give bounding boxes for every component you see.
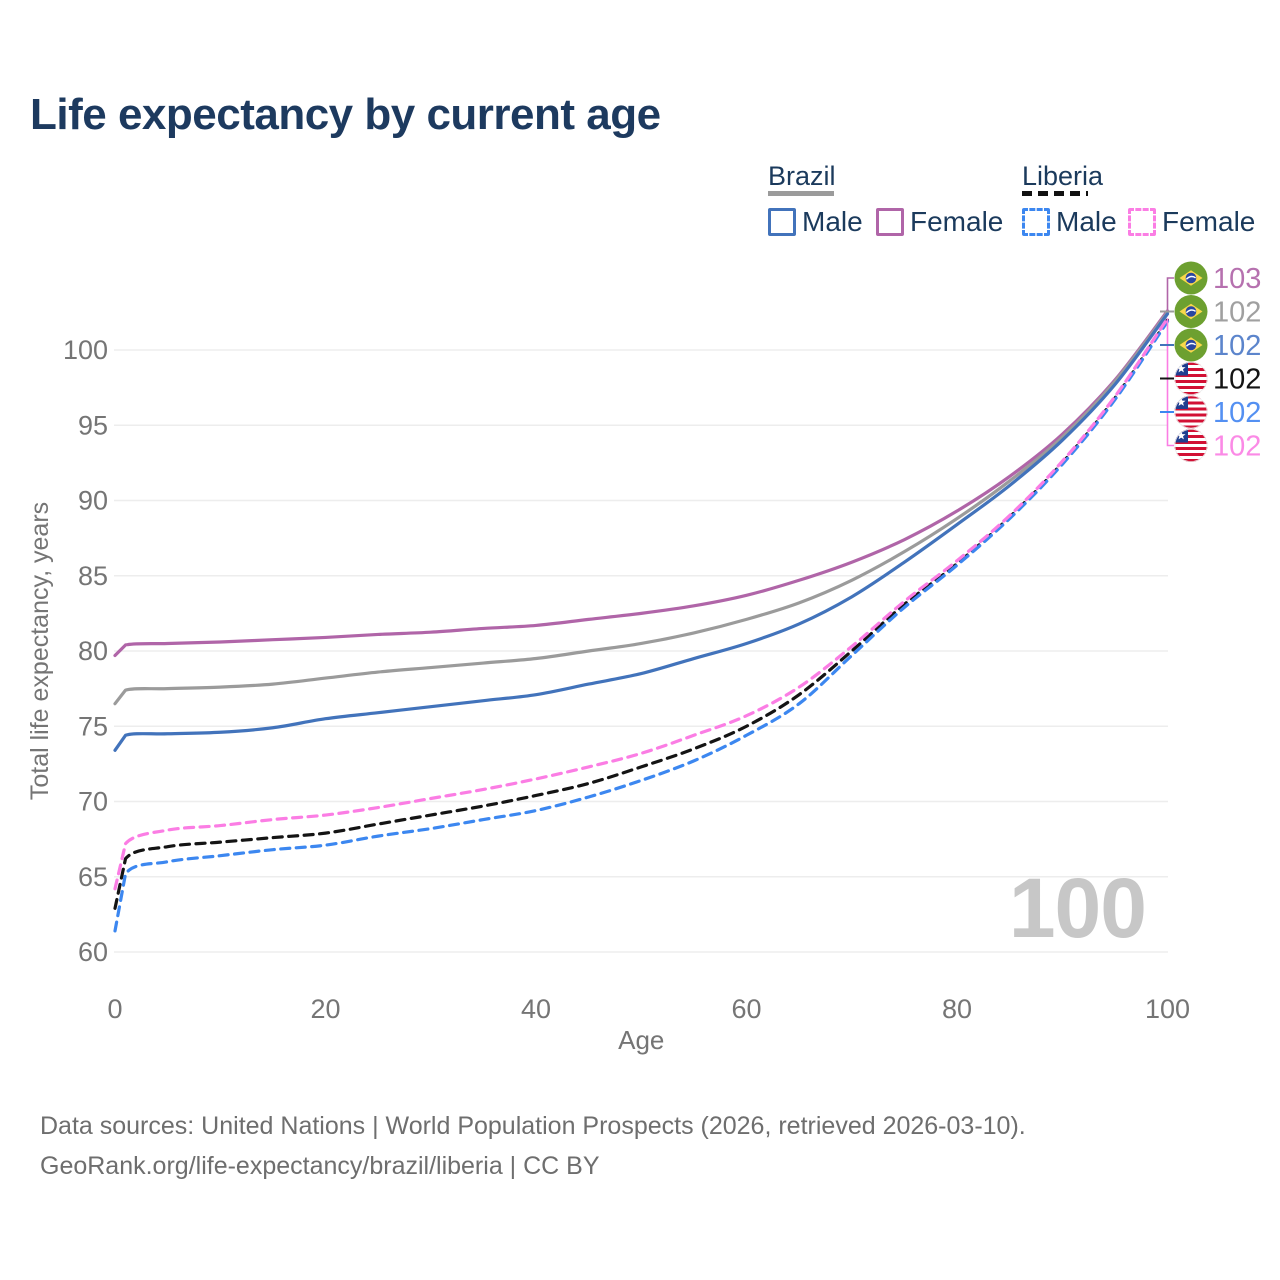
x-tick-label-80: 80: [942, 994, 972, 1024]
brazil-male-swatch-icon: [768, 208, 796, 236]
end-value-label-liberia-female: 102: [1213, 431, 1261, 463]
series-line-brazil-male: [113, 312, 1170, 752]
legend-item-brazil-female[interactable]: Female: [876, 206, 1003, 238]
legend-item-liberia-female[interactable]: Female: [1128, 206, 1255, 238]
chart-legend: Brazil Male Female Liberia Male Female: [0, 161, 1280, 241]
x-tick-label-60: 60: [731, 994, 761, 1024]
x-tick-label-0: 0: [107, 994, 122, 1024]
x-tick-label-20: 20: [310, 994, 340, 1024]
end-value-label-brazil-female: 103: [1213, 263, 1261, 295]
y-tick-label-90: 90: [78, 486, 108, 516]
legend-label-liberia-male: Male: [1056, 206, 1117, 237]
liberia-female-swatch-icon: [1128, 208, 1156, 236]
end-value-label-liberia-total: 102: [1213, 364, 1261, 396]
end-label-connectors: [1160, 277, 1174, 447]
x-tick-label-100: 100: [1145, 994, 1190, 1024]
age-frame-watermark: 100: [1008, 861, 1147, 955]
y-axis-title: Total life expectancy, years: [26, 502, 54, 800]
y-tick-label-85: 85: [78, 561, 108, 591]
legend-item-liberia-male[interactable]: Male: [1022, 206, 1117, 238]
y-tick-label-75: 75: [78, 711, 108, 741]
attribution-note: GeoRank.org/life-expectancy/brazil/liber…: [40, 1152, 600, 1180]
end-value-label-liberia-male: 102: [1213, 397, 1261, 429]
chart-footer: Data sources: United Nations | World Pop…: [40, 1106, 1240, 1186]
brazil-flag-icon: [1174, 328, 1208, 362]
brazil-female-swatch-icon: [876, 208, 904, 236]
y-tick-label-70: 70: [78, 787, 108, 817]
liberia-flag-icon: [1174, 362, 1208, 395]
brazil-flag-icon: [1174, 261, 1208, 295]
series-line-brazil-total: [113, 310, 1170, 706]
series-line-brazil-female: [113, 309, 1170, 658]
y-tick-label-80: 80: [78, 636, 108, 666]
y-tick-label-100: 100: [63, 335, 108, 365]
liberia-flag-icon: [1174, 429, 1208, 462]
liberia-flag-icon: [1174, 395, 1208, 429]
liberia-male-swatch-icon: [1022, 208, 1050, 236]
series-line-liberia-male: [113, 319, 1170, 933]
legend-brazil-linestyle-swatch: [768, 191, 834, 196]
data-source-note: Data sources: United Nations | World Pop…: [40, 1112, 1026, 1140]
x-tick-label-40: 40: [521, 994, 551, 1024]
connector-liberia-female: [1166, 318, 1174, 447]
legend-label-brazil-male: Male: [802, 206, 863, 237]
legend-label-liberia-female: Female: [1162, 206, 1256, 237]
page-title: Life expectancy by current age: [30, 90, 661, 139]
y-tick-label-95: 95: [78, 410, 108, 440]
series-line-liberia-female: [113, 316, 1170, 891]
x-axis-title: Age: [618, 1025, 664, 1055]
legend-group-brazil-title: Brazil: [768, 161, 836, 191]
legend-group-liberia-title: Liberia: [1022, 161, 1104, 191]
legend-liberia-linestyle-swatch: [1022, 191, 1088, 196]
end-value-label-brazil-total: 102: [1213, 297, 1261, 329]
y-tick-label-60: 60: [78, 937, 108, 967]
brazil-flag-icon: [1174, 295, 1208, 328]
end-value-label-brazil-male: 102: [1213, 330, 1261, 362]
y-tick-label-65: 65: [78, 862, 108, 892]
connector-brazil-female: [1166, 277, 1174, 311]
life-expectancy-chart: 60 65 70 75 80 85 90 95 100 0 20 40 60 80 100 Age Total …: [26, 261, 1261, 1055]
legend-label-brazil-female: Female: [910, 206, 1004, 237]
legend-item-brazil-male[interactable]: Male: [768, 206, 863, 238]
